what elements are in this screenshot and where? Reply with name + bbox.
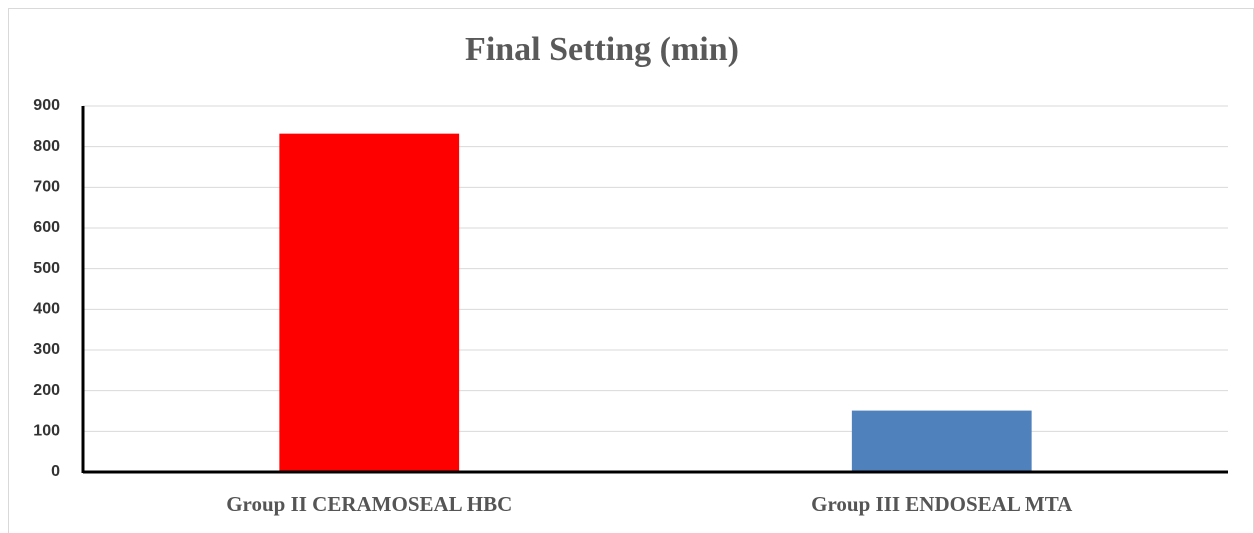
bar (279, 133, 460, 473)
y-tick-label: 500 (33, 260, 60, 277)
y-tick-label: 700 (33, 179, 60, 196)
y-tick-label: 200 (33, 382, 60, 399)
y-tick-label: 800 (33, 138, 60, 155)
bar (851, 410, 1032, 472)
y-tick-label: 0 (51, 463, 60, 480)
y-tick-label: 600 (33, 219, 60, 236)
y-tick-label: 300 (33, 341, 60, 358)
chart-border (8, 8, 1254, 533)
y-tick-label: 100 (33, 423, 60, 440)
chart-title: Final Setting (min) (465, 31, 739, 68)
x-tick-label: Group II CERAMOSEAL HBC (226, 492, 512, 516)
x-tick-label: Group III ENDOSEAL MTA (811, 492, 1073, 516)
y-tick-label: 400 (33, 301, 60, 318)
y-tick-label: 900 (33, 97, 60, 114)
